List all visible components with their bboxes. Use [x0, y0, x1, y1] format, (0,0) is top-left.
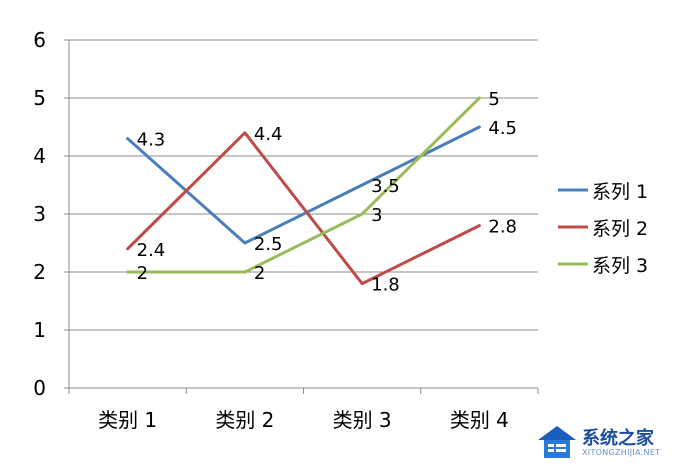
x-axis-ticks: 类别 1 类别 2 类别 3 类别 4 [68, 388, 539, 432]
series-line-3 [126, 96, 481, 274]
data-label: 3.5 [371, 176, 400, 197]
y-tick-label: 3 [33, 202, 46, 226]
data-label: 4.5 [488, 118, 517, 139]
y-tick-label: 5 [33, 86, 46, 110]
watermark-text: 系统之家 [582, 428, 654, 449]
data-label: 4.3 [137, 130, 166, 151]
chart-data-labels: 4.3 2.5 3.5 4.5 2.4 4.4 1.8 2.8 2 2 3 5 [137, 89, 517, 296]
watermark-subtext: XITONGZHIJIA.NET [582, 448, 661, 457]
y-tick-label: 2 [33, 260, 46, 284]
x-tick-label: 类别 1 [98, 408, 157, 432]
chart-gridlines [69, 39, 538, 331]
series-line-2 [126, 131, 481, 286]
data-label: 2.5 [254, 234, 283, 255]
series-line-1 [126, 125, 481, 245]
chart-series [126, 96, 481, 286]
data-label: 4.4 [254, 124, 283, 145]
x-tick-label: 类别 3 [333, 408, 392, 432]
data-label: 5 [488, 89, 499, 110]
data-label: 2 [137, 263, 148, 284]
chart-legend: 系列 1 系列 2 系列 3 [558, 181, 648, 277]
y-tick-label: 1 [33, 318, 46, 342]
house-icon [538, 426, 576, 458]
data-label: 2.4 [137, 240, 166, 261]
y-tick-label: 6 [33, 28, 46, 52]
legend-label-1: 系列 1 [592, 181, 648, 203]
data-label: 3 [371, 205, 382, 226]
x-tick-label: 类别 2 [215, 408, 274, 432]
watermark-logo: 系统之家 XITONGZHIJIA.NET [532, 420, 672, 466]
y-tick-label: 4 [33, 144, 46, 168]
legend-label-3: 系列 3 [592, 255, 648, 277]
x-tick-label: 类别 4 [450, 408, 509, 432]
y-axis-ticks: 0 1 2 3 4 5 6 [33, 28, 69, 400]
data-label: 1.8 [371, 275, 400, 296]
legend-label-2: 系列 2 [592, 218, 648, 240]
y-tick-label: 0 [33, 376, 46, 400]
data-label: 2.8 [488, 217, 517, 238]
data-label: 2 [254, 263, 265, 284]
